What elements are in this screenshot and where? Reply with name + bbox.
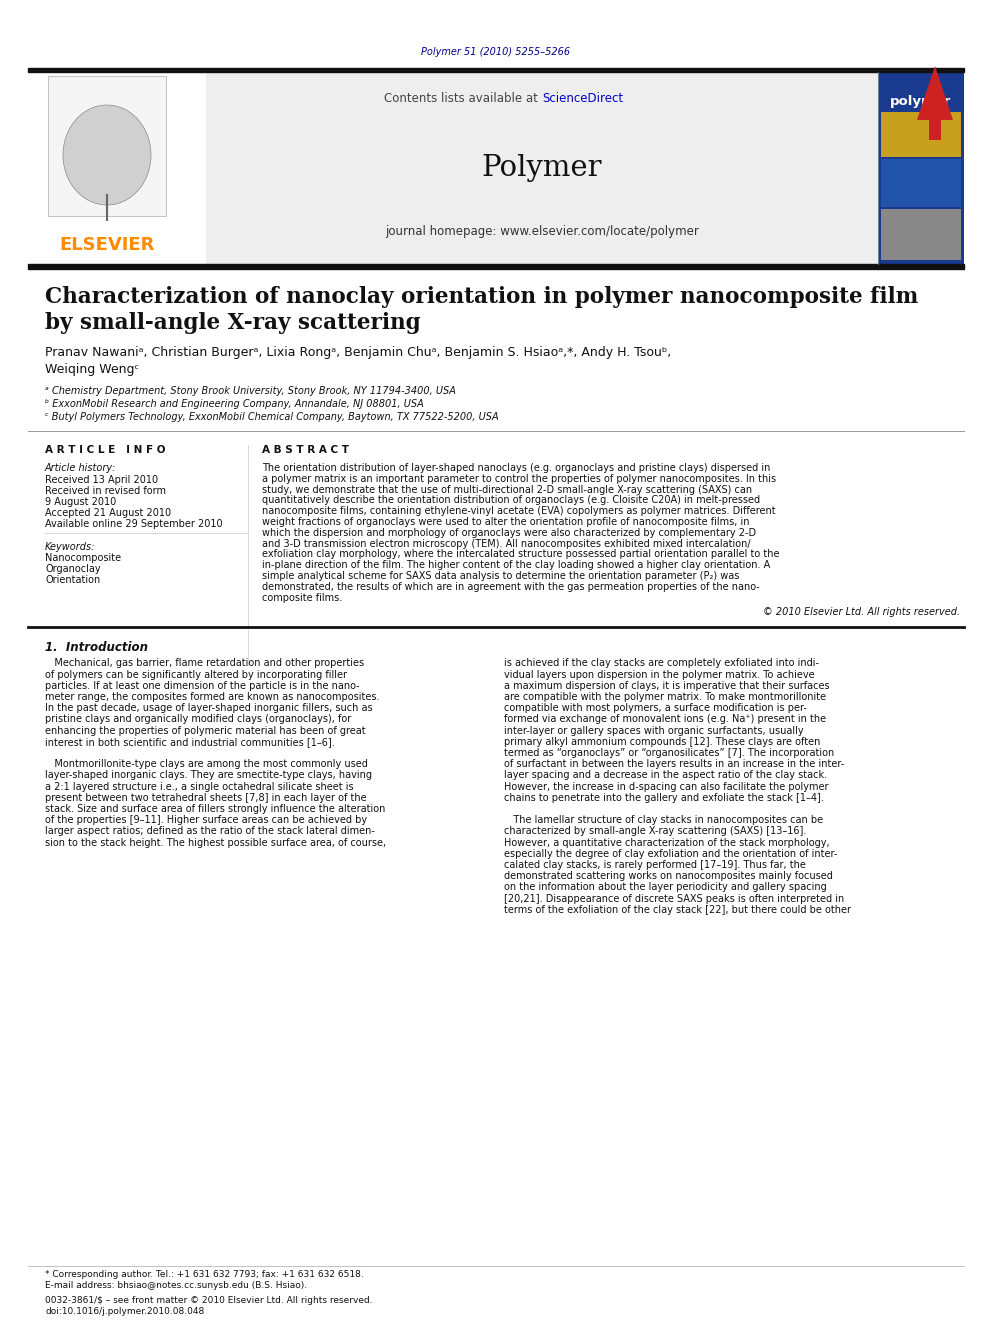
Text: pristine clays and organically modified clays (organoclays), for: pristine clays and organically modified …	[45, 714, 351, 725]
Bar	[28, 67, 964, 71]
Text: meter range, the composites formed are known as nanocomposites.: meter range, the composites formed are k…	[45, 692, 380, 703]
Text: Pranav Nawaniᵃ, Christian Burgerᵃ, Lixia Rongᵃ, Benjamin Chuᵃ, Benjamin S. Hsiao: Pranav Nawaniᵃ, Christian Burgerᵃ, Lixia…	[45, 347, 672, 359]
Ellipse shape	[63, 105, 151, 205]
Text: nanocomposite films, containing ethylene-vinyl acetate (EVA) copolymers as polym: nanocomposite films, containing ethylene…	[262, 507, 776, 516]
Text: simple analytical scheme for SAXS data analysis to determine the orientation par: simple analytical scheme for SAXS data a…	[262, 572, 739, 581]
Text: In the past decade, usage of layer-shaped inorganic fillers, such as: In the past decade, usage of layer-shape…	[45, 704, 373, 713]
Text: are compatible with the polymer matrix. To make montmorillonite: are compatible with the polymer matrix. …	[504, 692, 826, 703]
Text: study, we demonstrate that the use of multi-directional 2-D small-angle X-ray sc: study, we demonstrate that the use of mu…	[262, 484, 752, 495]
Text: vidual layers upon dispersion in the polymer matrix. To achieve: vidual layers upon dispersion in the pol…	[504, 669, 814, 680]
Text: However, a quantitative characterization of the stack morphology,: However, a quantitative characterization…	[504, 837, 829, 848]
Text: © 2010 Elsevier Ltd. All rights reserved.: © 2010 Elsevier Ltd. All rights reserved…	[763, 607, 960, 618]
Text: stack. Size and surface area of fillers strongly influence the alteration: stack. Size and surface area of fillers …	[45, 804, 385, 814]
Text: is achieved if the clay stacks are completely exfoliated into indi-: is achieved if the clay stacks are compl…	[504, 659, 819, 668]
Text: chains to penetrate into the gallery and exfoliate the stack [1–4].: chains to penetrate into the gallery and…	[504, 792, 824, 803]
Text: particles. If at least one dimension of the particle is in the nano-: particles. If at least one dimension of …	[45, 681, 360, 691]
Text: journal homepage: www.elsevier.com/locate/polymer: journal homepage: www.elsevier.com/locat…	[385, 225, 699, 238]
Text: formed via exchange of monovalent ions (e.g. Na⁺) present in the: formed via exchange of monovalent ions (…	[504, 714, 826, 725]
Text: Montmorillonite-type clays are among the most commonly used: Montmorillonite-type clays are among the…	[45, 759, 368, 769]
Text: a polymer matrix is an important parameter to control the properties of polymer : a polymer matrix is an important paramet…	[262, 474, 776, 484]
Bar	[28, 71, 206, 265]
Text: layer spacing and a decrease in the aspect ratio of the clay stack.: layer spacing and a decrease in the aspe…	[504, 770, 827, 781]
Text: of surfactant in between the layers results in an increase in the inter-: of surfactant in between the layers resu…	[504, 759, 844, 769]
Text: larger aspect ratios; defined as the ratio of the stack lateral dimen-: larger aspect ratios; defined as the rat…	[45, 827, 375, 836]
Bar	[878, 71, 964, 265]
Bar	[881, 159, 961, 206]
Text: characterized by small-angle X-ray scattering (SAXS) [13–16].: characterized by small-angle X-ray scatt…	[504, 827, 806, 836]
Bar	[206, 71, 878, 265]
Text: 1.  Introduction: 1. Introduction	[45, 642, 148, 655]
Text: layer-shaped inorganic clays. They are smectite-type clays, having: layer-shaped inorganic clays. They are s…	[45, 770, 372, 781]
Text: E-mail address: bhsiao@notes.cc.sunysb.edu (B.S. Hsiao).: E-mail address: bhsiao@notes.cc.sunysb.e…	[45, 1281, 308, 1290]
Text: demonstrated, the results of which are in agreement with the gas permeation prop: demonstrated, the results of which are i…	[262, 582, 760, 591]
Text: composite films.: composite films.	[262, 593, 342, 602]
Text: demonstrated scattering works on nanocomposites mainly focused: demonstrated scattering works on nanocom…	[504, 872, 833, 881]
Text: compatible with most polymers, a surface modification is per-: compatible with most polymers, a surface…	[504, 704, 806, 713]
Bar	[48, 75, 166, 216]
Text: Accepted 21 August 2010: Accepted 21 August 2010	[45, 508, 172, 519]
Text: termed as “organoclays” or “organosilicates” [7]. The incorporation: termed as “organoclays” or “organosilica…	[504, 747, 834, 758]
Text: 0032-3861/$ – see front matter © 2010 Elsevier Ltd. All rights reserved.: 0032-3861/$ – see front matter © 2010 El…	[45, 1297, 373, 1304]
Text: a maximum dispersion of clays, it is imperative that their surfaces: a maximum dispersion of clays, it is imp…	[504, 681, 829, 691]
Text: Contents lists available at: Contents lists available at	[384, 91, 542, 105]
Text: polymer: polymer	[890, 95, 951, 108]
Text: exfoliation clay morphology, where the intercalated structure possessed partial : exfoliation clay morphology, where the i…	[262, 549, 780, 560]
FancyArrow shape	[917, 66, 953, 140]
Text: [20,21]. Disappearance of discrete SAXS peaks is often interpreted in: [20,21]. Disappearance of discrete SAXS …	[504, 893, 844, 904]
Text: enhancing the properties of polymeric material has been of great: enhancing the properties of polymeric ma…	[45, 725, 366, 736]
Text: Keywords:: Keywords:	[45, 542, 95, 552]
Text: in-plane direction of the film. The higher content of the clay loading showed a : in-plane direction of the film. The high…	[262, 560, 770, 570]
Text: ᵇ ExxonMobil Research and Engineering Company, Annandale, NJ 08801, USA: ᵇ ExxonMobil Research and Engineering Co…	[45, 400, 424, 409]
Text: a 2:1 layered structure i.e., a single octahedral silicate sheet is: a 2:1 layered structure i.e., a single o…	[45, 782, 353, 791]
Text: Article history:: Article history:	[45, 463, 116, 474]
Text: The lamellar structure of clay stacks in nanocomposites can be: The lamellar structure of clay stacks in…	[504, 815, 823, 826]
Text: of the properties [9–11]. Higher surface areas can be achieved by: of the properties [9–11]. Higher surface…	[45, 815, 367, 826]
Text: ELSEVIER: ELSEVIER	[60, 235, 155, 254]
Text: However, the increase in d-spacing can also facilitate the polymer: However, the increase in d-spacing can a…	[504, 782, 828, 791]
Text: by small-angle X-ray scattering: by small-angle X-ray scattering	[45, 312, 421, 333]
Text: Orientation: Orientation	[45, 576, 100, 585]
Text: Characterization of nanoclay orientation in polymer nanocomposite film: Characterization of nanoclay orientation…	[45, 286, 919, 308]
Text: especially the degree of clay exfoliation and the orientation of inter-: especially the degree of clay exfoliatio…	[504, 849, 837, 859]
Text: * Corresponding author. Tel.: +1 631 632 7793; fax: +1 631 632 6518.: * Corresponding author. Tel.: +1 631 632…	[45, 1270, 364, 1279]
Text: sion to the stack height. The highest possible surface area, of course,: sion to the stack height. The highest po…	[45, 837, 386, 848]
Text: Organoclay: Organoclay	[45, 564, 100, 574]
Text: interest in both scientific and industrial communities [1–6].: interest in both scientific and industri…	[45, 737, 334, 746]
Text: calated clay stacks, is rarely performed [17–19]. Thus far, the: calated clay stacks, is rarely performed…	[504, 860, 806, 871]
Text: inter-layer or gallery spaces with organic surfactants, usually: inter-layer or gallery spaces with organ…	[504, 725, 804, 736]
Text: which the dispersion and morphology of organoclays were also characterized by co: which the dispersion and morphology of o…	[262, 528, 756, 538]
Text: Received 13 April 2010: Received 13 April 2010	[45, 475, 158, 486]
Text: Received in revised form: Received in revised form	[45, 486, 166, 496]
Text: present between two tetrahedral sheets [7,8] in each layer of the: present between two tetrahedral sheets […	[45, 792, 367, 803]
Text: Available online 29 September 2010: Available online 29 September 2010	[45, 519, 222, 529]
Text: ᶜ Butyl Polymers Technology, ExxonMobil Chemical Company, Baytown, TX 77522-5200: ᶜ Butyl Polymers Technology, ExxonMobil …	[45, 411, 499, 422]
Text: primary alkyl ammonium compounds [12]. These clays are often: primary alkyl ammonium compounds [12]. T…	[504, 737, 820, 746]
Text: Mechanical, gas barrier, flame retardation and other properties: Mechanical, gas barrier, flame retardati…	[45, 659, 364, 668]
Text: doi:10.1016/j.polymer.2010.08.048: doi:10.1016/j.polymer.2010.08.048	[45, 1307, 204, 1316]
Bar	[28, 265, 964, 269]
Text: Weiqing Wengᶜ: Weiqing Wengᶜ	[45, 363, 139, 376]
Text: and 3-D transmission electron microscopy (TEM). All nanocomposites exhibited mix: and 3-D transmission electron microscopy…	[262, 538, 751, 549]
Text: of polymers can be significantly altered by incorporating filler: of polymers can be significantly altered…	[45, 669, 347, 680]
Text: A R T I C L E   I N F O: A R T I C L E I N F O	[45, 445, 166, 455]
Text: ScienceDirect: ScienceDirect	[542, 91, 623, 105]
Text: Nanocomposite: Nanocomposite	[45, 553, 121, 564]
Text: Polymer: Polymer	[482, 153, 602, 183]
Text: weight fractions of organoclays were used to alter the orientation profile of na: weight fractions of organoclays were use…	[262, 517, 750, 527]
Text: The orientation distribution of layer-shaped nanoclays (e.g. organoclays and pri: The orientation distribution of layer-sh…	[262, 463, 771, 474]
Text: Polymer 51 (2010) 5255–5266: Polymer 51 (2010) 5255–5266	[422, 48, 570, 57]
Text: on the information about the layer periodicity and gallery spacing: on the information about the layer perio…	[504, 882, 826, 893]
Text: ᵃ Chemistry Department, Stony Brook University, Stony Brook, NY 11794-3400, USA: ᵃ Chemistry Department, Stony Brook Univ…	[45, 386, 456, 396]
Bar	[881, 112, 961, 157]
Text: terms of the exfoliation of the clay stack [22], but there could be other: terms of the exfoliation of the clay sta…	[504, 905, 851, 914]
Bar	[881, 209, 961, 261]
Text: A B S T R A C T: A B S T R A C T	[262, 445, 349, 455]
Text: 9 August 2010: 9 August 2010	[45, 497, 116, 507]
Text: quantitatively describe the orientation distribution of organoclays (e.g. Cloisi: quantitatively describe the orientation …	[262, 495, 760, 505]
